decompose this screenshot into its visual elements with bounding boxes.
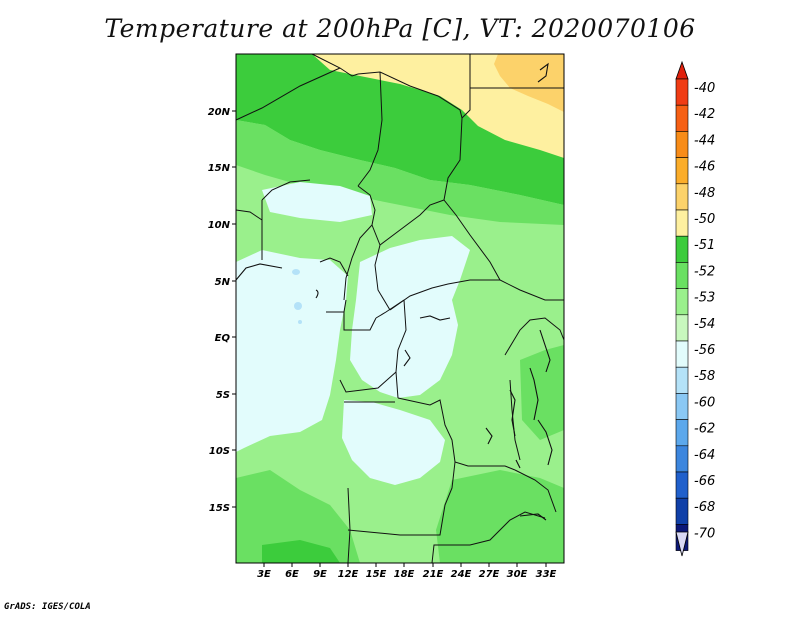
colorbar-label: -42	[694, 107, 715, 122]
lon-label: 6E	[285, 569, 299, 580]
lat-label: 15N	[208, 163, 231, 174]
lon-label: 3E	[257, 569, 271, 580]
colorbar-box	[675, 183, 689, 211]
colorbar-label: -64	[694, 448, 715, 463]
field-band-52-southwest	[262, 540, 340, 563]
lon-label: 30E	[507, 569, 528, 580]
chart-title: Temperature at 200hPa [C], VT: 202007010…	[104, 14, 696, 43]
colorbar-box	[675, 78, 689, 106]
field-spot-56-c	[298, 320, 302, 324]
lat-label: 5N	[215, 277, 231, 288]
colorbar-label: -46	[694, 160, 715, 175]
colorbar-box	[675, 157, 689, 185]
field-band-53-southeast	[436, 470, 564, 563]
colorbar-label: -66	[694, 474, 715, 489]
latitude-axis: 20N 15N 10N 5N EQ 5S 10S 15S	[208, 107, 231, 514]
lat-label: EQ	[215, 333, 231, 344]
colorbar-label: -70	[694, 526, 715, 541]
colorbar-label: -56	[694, 343, 715, 358]
field-band-54-west	[236, 250, 348, 452]
lon-label: 12E	[338, 569, 359, 580]
colorbar-box	[675, 131, 689, 158]
colorbar-box	[675, 393, 689, 420]
political-boundaries	[235, 53, 565, 564]
field-spot-56-b	[294, 302, 302, 310]
field-band-48	[494, 54, 564, 112]
latitude-ticks	[232, 110, 236, 508]
longitude-ticks	[263, 563, 547, 567]
colorbar-labels: -40 -42 -44 -46 -48 -50 -51 -52 -53 -54 -56 -58 -60 -…	[694, 81, 715, 541]
field-band-50	[312, 54, 564, 158]
colorbar-box	[675, 262, 689, 289]
lon-label: 18E	[394, 569, 415, 580]
colorbar-label: -54	[694, 317, 715, 332]
lat-label: 10N	[208, 220, 231, 231]
colorbar-label: -62	[694, 422, 715, 437]
colorbar-label: -48	[694, 186, 715, 201]
colorbar-label: -40	[694, 81, 715, 96]
colorbar-box	[675, 288, 689, 316]
colorbar-boxes	[675, 78, 689, 551]
lon-label: 21E	[423, 569, 444, 580]
colorbar-box	[675, 235, 689, 263]
lat-label: 15S	[209, 503, 230, 514]
grads-credit: GrADS: IGES/COLA	[4, 602, 91, 612]
colorbar-label: -51	[694, 238, 715, 253]
colorbar-box	[675, 314, 689, 342]
lon-label: 24E	[451, 569, 472, 580]
colorbar-label: -53	[694, 291, 715, 306]
colorbar-box	[675, 209, 689, 237]
lon-label: 33E	[536, 569, 557, 580]
field-spot-56-a	[292, 269, 300, 275]
longitude-axis: 3E 6E 9E 12E 15E 18E 21E 24E 27E 30E 33E	[257, 569, 556, 580]
lat-label: 10S	[209, 446, 230, 457]
field-band-54-central	[350, 236, 470, 398]
colorbar-label: -60	[694, 395, 715, 410]
colorbar-top-triangle	[675, 60, 689, 80]
field-band-54-north	[262, 182, 372, 222]
colorbar: -40 -42 -44 -46 -48 -50 -51 -52 -53 -54 -56 -58 -60 -…	[675, 60, 715, 557]
colorbar-label: -52	[694, 264, 715, 279]
colorbar-label: -50	[694, 212, 715, 227]
colorbar-label: -68	[694, 500, 715, 515]
map-frame	[235, 53, 565, 564]
colorbar-box	[675, 104, 689, 132]
coastlines-lakes	[235, 62, 553, 521]
colorbar-label: -58	[694, 369, 715, 384]
colorbar-box	[675, 471, 689, 499]
colorbar-label: -44	[694, 133, 715, 148]
colorbar-box	[675, 445, 689, 473]
colorbar-box	[675, 419, 689, 447]
lat-label: 5S	[216, 390, 230, 401]
field-band-53-east	[520, 345, 564, 440]
lat-label: 20N	[208, 107, 231, 118]
colorbar-bottom-triangle	[675, 531, 689, 557]
lon-label: 9E	[313, 569, 327, 580]
field-band-53-north	[236, 120, 564, 225]
lon-label: 27E	[479, 569, 500, 580]
field-band-54-south	[342, 400, 445, 485]
colorbar-box	[675, 340, 689, 368]
lon-label: 15E	[366, 569, 387, 580]
colorbar-box	[675, 497, 689, 525]
field-band-53-south	[236, 470, 360, 563]
colorbar-box	[675, 366, 689, 394]
